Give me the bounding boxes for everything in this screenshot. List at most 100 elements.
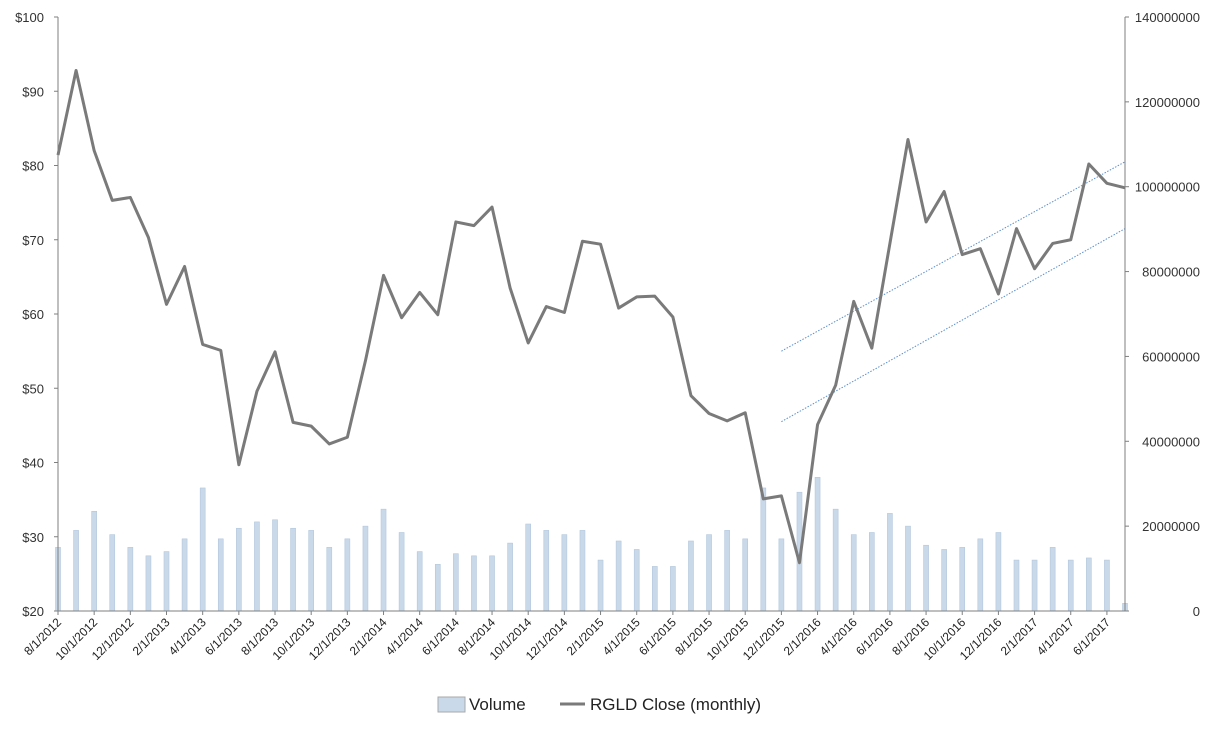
volume-bar [199, 487, 206, 612]
y-left-tick-label: $80 [22, 159, 44, 174]
volume-bar [941, 549, 947, 612]
volume-bar [832, 508, 839, 612]
legend: Volume RGLD Close (monthly) [437, 695, 761, 714]
legend-label-volume: Volume [469, 695, 526, 714]
trend-channel [781, 161, 1126, 423]
volume-bar [742, 538, 749, 612]
volume-bar [1067, 559, 1074, 612]
volume-bar [91, 510, 97, 612]
volume-bar [760, 487, 767, 612]
legend-label-close: RGLD Close (monthly) [590, 695, 761, 714]
volume-bar [995, 532, 1002, 612]
y-left-tick-label: $60 [22, 307, 44, 322]
volume-bar [1104, 559, 1110, 612]
volume-bar [633, 549, 640, 612]
volume-bars [55, 477, 1128, 612]
y-left-tick-label: $50 [22, 381, 44, 396]
volume-bar [127, 547, 134, 612]
x-tick-label: 4/1/2013 [166, 615, 209, 658]
y-left-tick-label: $90 [22, 84, 44, 99]
x-tick-label: 2/1/2016 [781, 615, 824, 658]
y-axis-right-ticks: 0 20000000 40000000 60000000 80000000 1000000… [1125, 10, 1200, 619]
volume-bar [380, 508, 387, 612]
axes [57, 17, 1126, 612]
volume-bar [778, 538, 785, 612]
x-tick-label: 6/1/2016 [853, 615, 896, 658]
y-right-tick-label: 60000000 [1142, 349, 1200, 364]
volume-bar [254, 521, 260, 612]
x-tick-label: 4/1/2016 [817, 615, 860, 658]
legend-swatch-volume [437, 696, 466, 713]
volume-bar [236, 527, 242, 612]
volume-bar [308, 530, 314, 612]
volume-bar [579, 530, 586, 612]
y-left-tick-label: $40 [22, 456, 44, 471]
volume-bar [1031, 559, 1038, 612]
x-tick-label: 4/1/2014 [383, 615, 426, 658]
volume-bar [181, 538, 188, 612]
volume-bar [489, 555, 495, 612]
volume-bar [959, 547, 966, 612]
y-right-tick-label: 40000000 [1142, 434, 1200, 449]
volume-bar [615, 540, 622, 612]
volume-bar [923, 544, 929, 612]
y-left-tick-label: $20 [22, 604, 44, 619]
volume-bar [362, 525, 369, 612]
volume-bar [471, 555, 477, 612]
y-left-tick-label: $30 [22, 530, 44, 545]
close-line [56, 68, 1126, 565]
x-tick-label: 2/1/2014 [347, 615, 390, 658]
volume-bar [525, 523, 532, 612]
volume-bar [850, 534, 857, 612]
volume-bar [887, 513, 893, 612]
volume-bar [905, 525, 911, 612]
volume-bar [561, 534, 568, 612]
x-tick-label: 6/1/2014 [419, 615, 462, 658]
x-axis-labels: 8/1/201210/1/201212/1/20122/1/20134/1/20… [21, 611, 1113, 663]
volume-bar [326, 547, 333, 612]
volume-bar [706, 534, 712, 612]
volume-bar [670, 566, 676, 612]
volume-bar [290, 527, 296, 612]
volume-bar [507, 542, 513, 612]
trend-line-lower [781, 228, 1126, 423]
volume-bar [109, 534, 116, 612]
volume-bar [398, 532, 405, 612]
volume-bar [344, 538, 351, 612]
volume-bar [434, 564, 441, 612]
volume-bar [1049, 547, 1056, 612]
close-line-series [56, 68, 1126, 565]
volume-bar [688, 540, 694, 612]
volume-bar [145, 555, 152, 612]
volume-bar [814, 477, 821, 612]
volume-bar [217, 538, 224, 612]
volume-bar [272, 519, 278, 612]
volume-bar [163, 551, 170, 612]
x-tick-label: 6/1/2015 [636, 615, 679, 658]
volume-bar [597, 559, 604, 612]
volume-bar [1013, 559, 1020, 612]
y-right-tick-label: 0 [1193, 604, 1200, 619]
volume-bar [73, 530, 79, 612]
x-tick-label: 2/1/2015 [564, 615, 607, 658]
volume-bar [651, 566, 658, 612]
volume-bar [869, 532, 875, 612]
x-tick-label: 4/1/2017 [1034, 615, 1077, 658]
y-right-tick-label: 120000000 [1135, 95, 1200, 110]
x-tick-label: 2/1/2013 [130, 615, 173, 658]
volume-bar [453, 553, 459, 612]
volume-bar [724, 530, 730, 612]
y-axis-left-ticks: $20 $30 $40 $50 $60 $70 $80 $90 $100 [15, 10, 58, 619]
y-right-tick-label: 140000000 [1135, 10, 1200, 25]
volume-bar [1086, 557, 1092, 612]
volume-bar [977, 538, 984, 612]
y-right-tick-label: 100000000 [1135, 180, 1200, 195]
volume-bar [543, 530, 550, 612]
x-tick-label: 6/1/2017 [1070, 615, 1113, 658]
y-right-tick-label: 20000000 [1142, 519, 1200, 534]
trend-line-upper [781, 161, 1126, 352]
volume-bar [416, 551, 423, 612]
y-right-tick-label: 80000000 [1142, 265, 1200, 280]
